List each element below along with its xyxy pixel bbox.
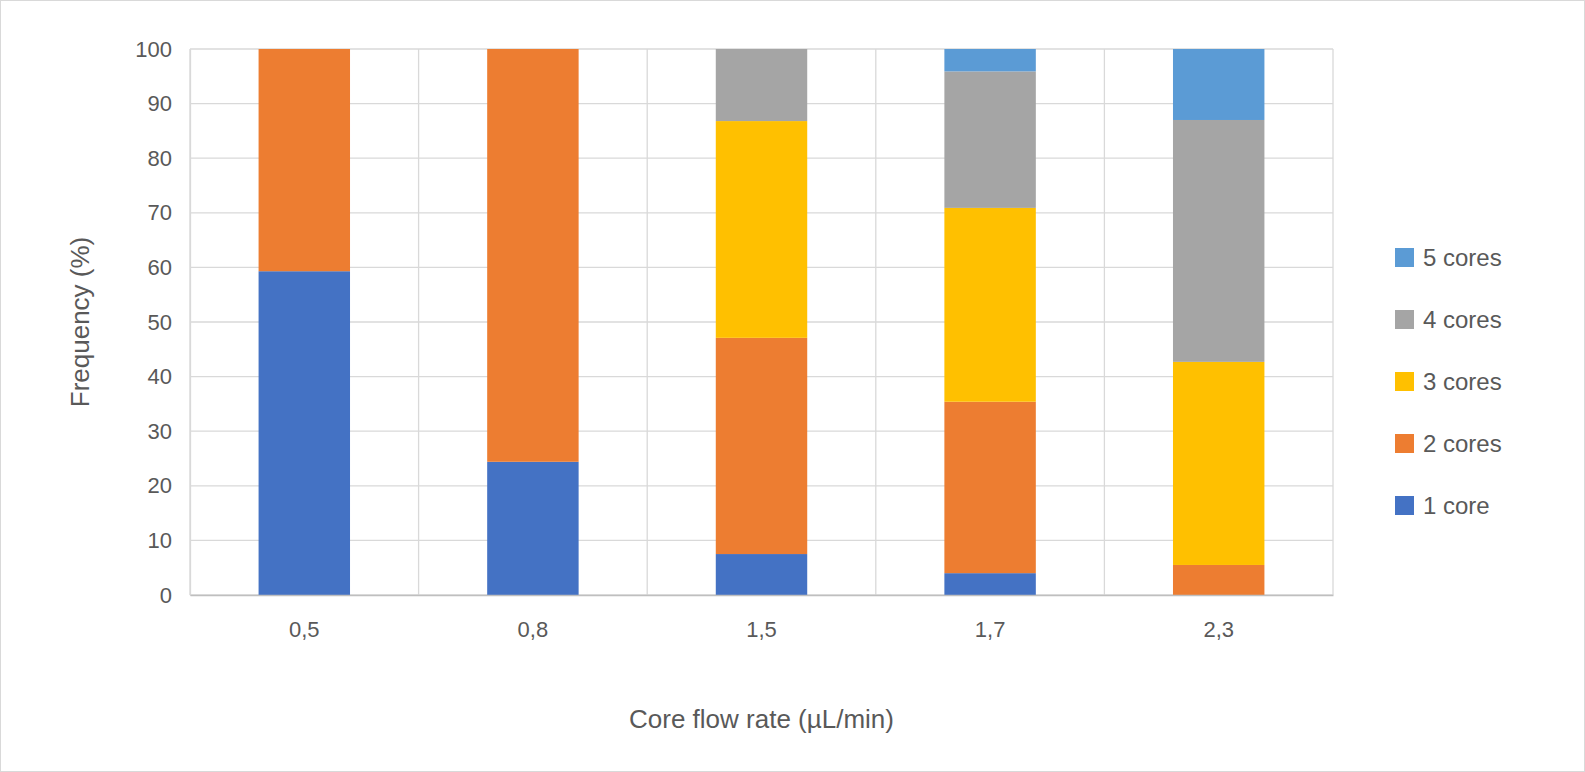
y-tick-label: 20 — [148, 473, 172, 498]
bar-segment — [716, 49, 807, 121]
x-tick: 0,5 — [289, 595, 320, 642]
grid — [190, 49, 1333, 595]
y-tick: 100 — [135, 37, 190, 62]
legend-item: 4 cores — [1395, 306, 1502, 333]
y-tick-label: 50 — [148, 310, 172, 335]
x-tick: 1,5 — [746, 595, 777, 642]
bar-segment — [1173, 362, 1264, 565]
legend-label: 4 cores — [1423, 306, 1502, 333]
x-tick: 1,7 — [975, 595, 1006, 642]
y-tick-label: 30 — [148, 419, 172, 444]
bar-segment — [487, 49, 578, 50]
bar-segment — [716, 49, 807, 50]
bar-segment — [259, 49, 350, 50]
chart: 0 10 20 30 40 50 60 70 80 90 100 0,5 0,8 1,5 1,7 2,3 Cor… — [0, 0, 1585, 772]
bar-segment — [944, 573, 1035, 595]
y-tick-label: 40 — [148, 364, 172, 389]
y-tick: 20 — [148, 473, 190, 498]
bar-segment — [716, 554, 807, 595]
bar-segment — [1173, 120, 1264, 362]
y-axis-title: Frequency (%) — [65, 237, 95, 408]
series — [716, 49, 1265, 362]
x-tick-label: 1,5 — [746, 617, 777, 642]
category-divider — [1332, 49, 1333, 595]
bar-segment — [259, 49, 350, 50]
category-divider — [1104, 49, 1105, 595]
chart-border — [1, 1, 1585, 772]
legend-item: 1 core — [1395, 492, 1490, 519]
x-axis-title: Core flow rate (µL/min) — [629, 704, 894, 734]
bars — [259, 49, 1265, 595]
y-tick-label: 70 — [148, 200, 172, 225]
legend-swatch — [1395, 496, 1414, 515]
y-tick: 60 — [148, 255, 190, 280]
y-tick-label: 90 — [148, 91, 172, 116]
y-tick-label: 80 — [148, 146, 172, 171]
y-tick: 80 — [148, 146, 190, 171]
x-tick-label: 1,7 — [975, 617, 1006, 642]
bar-segment — [487, 462, 578, 595]
y-axis: 0 10 20 30 40 50 60 70 80 90 100 — [135, 37, 190, 608]
legend-item: 3 cores — [1395, 368, 1502, 395]
bar-segment — [944, 71, 1035, 208]
y-tick: 90 — [148, 91, 190, 116]
bar-segment — [487, 49, 578, 462]
bar-segment — [944, 208, 1035, 402]
series — [259, 271, 1036, 595]
y-tick-label: 10 — [148, 528, 172, 553]
legend-swatch — [1395, 310, 1414, 329]
legend-label: 3 cores — [1423, 368, 1502, 395]
legend-swatch — [1395, 372, 1414, 391]
y-tick: 30 — [148, 419, 190, 444]
bar-segment — [1173, 49, 1264, 120]
category-divider — [647, 49, 648, 595]
bar-segment — [259, 271, 350, 595]
category-divider — [189, 49, 190, 595]
bar-segment — [487, 49, 578, 50]
y-tick: 0 — [160, 583, 190, 608]
y-tick-label: 100 — [135, 37, 172, 62]
bar-segment — [259, 49, 350, 50]
y-tick-label: 0 — [160, 583, 172, 608]
x-tick-label: 2,3 — [1203, 617, 1234, 642]
bar-segment — [716, 121, 807, 338]
category-divider — [418, 49, 419, 595]
legend: 5 cores 4 cores 3 cores 2 cores 1 core — [1395, 244, 1502, 519]
legend-label: 5 cores — [1423, 244, 1502, 271]
legend-swatch — [1395, 434, 1414, 453]
y-tick-label: 60 — [148, 255, 172, 280]
legend-label: 1 core — [1423, 492, 1490, 519]
x-tick: 2,3 — [1203, 595, 1234, 642]
x-axis: 0,5 0,8 1,5 1,7 2,3 — [191, 595, 1334, 642]
y-tick: 40 — [148, 364, 190, 389]
series — [944, 49, 1264, 120]
y-tick: 70 — [148, 200, 190, 225]
bar-segment — [487, 49, 578, 50]
bar-segment — [944, 49, 1035, 71]
bar-segment — [1173, 565, 1264, 595]
bar-segment — [259, 49, 350, 271]
category-divider — [875, 49, 876, 595]
x-tick-label: 0,8 — [518, 617, 549, 642]
x-axis-line — [191, 595, 1334, 597]
x-tick: 0,8 — [518, 595, 549, 642]
y-tick: 50 — [148, 310, 190, 335]
bar-segment — [716, 338, 807, 554]
y-tick: 10 — [148, 528, 190, 553]
legend-label: 2 cores — [1423, 430, 1502, 457]
legend-item: 5 cores — [1395, 244, 1502, 271]
series — [259, 49, 1265, 595]
x-tick-label: 0,5 — [289, 617, 320, 642]
legend-swatch — [1395, 248, 1414, 267]
bar-segment — [944, 402, 1035, 573]
y-axis-line — [190, 50, 191, 596]
legend-item: 2 cores — [1395, 430, 1502, 457]
